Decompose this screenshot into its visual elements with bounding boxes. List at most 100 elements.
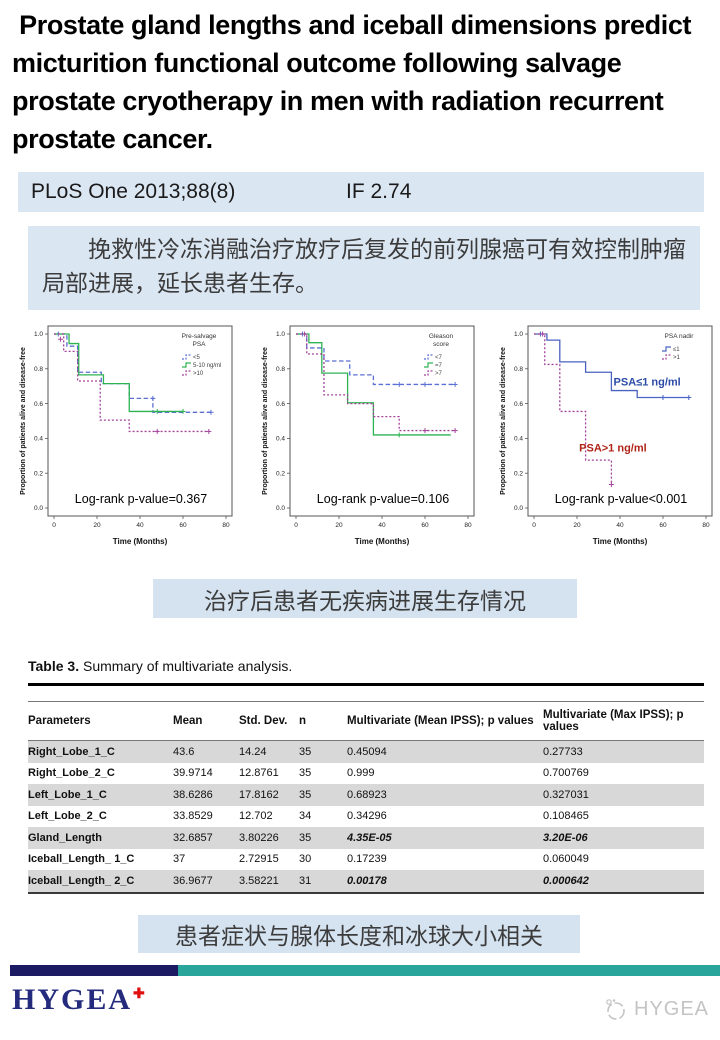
km-plot-presalvage-psa: 0.0 0.2 0.4 0.6 0.8 1.0 0 20 40 60 80 Proportion of…	[14, 320, 240, 560]
svg-text:PSA: PSA	[192, 341, 206, 348]
svg-text:0.2: 0.2	[276, 470, 285, 477]
cell-p-mean: 0.17239	[347, 853, 387, 866]
svg-text:40: 40	[378, 522, 386, 529]
svg-text:Pre-salvage: Pre-salvage	[182, 333, 217, 340]
svg-text:0.8: 0.8	[276, 366, 285, 373]
svg-text:0.6: 0.6	[276, 401, 285, 408]
table-title-prefix: Table 3.	[28, 658, 80, 674]
svg-text:0.4: 0.4	[276, 436, 285, 443]
paper-title: Prostate gland lengths and iceball dimen…	[12, 10, 699, 154]
svg-text:60: 60	[179, 522, 187, 529]
table-header-row: Parameters Mean Std. Dev. n Multivariate…	[28, 701, 704, 741]
svg-text:0: 0	[532, 522, 536, 529]
table-top-rule	[28, 683, 704, 686]
hygea-watermark-text: HYGEA	[634, 997, 710, 1020]
svg-text:≤1: ≤1	[673, 347, 680, 353]
col-multivariate-max-ipss: Multivariate (Max IPSS); p values	[543, 709, 684, 733]
svg-text:Log-rank p-value=0.106: Log-rank p-value=0.106	[317, 492, 449, 506]
svg-text:40: 40	[136, 522, 144, 529]
svg-text:1.0: 1.0	[34, 331, 43, 338]
cell-p-max: 0.060049	[543, 853, 589, 866]
cell-sd: 2.72915	[239, 853, 279, 866]
cell-p-max: 3.20E-06	[543, 831, 588, 844]
cell-p-mean: 0.999	[347, 767, 375, 780]
svg-text:<7: <7	[435, 355, 443, 361]
svg-text:>1: >1	[673, 355, 681, 361]
cell-p-mean: 0.00178	[347, 874, 387, 887]
svg-text:>7: >7	[435, 371, 443, 377]
svg-text:0.4: 0.4	[514, 436, 523, 443]
svg-text:0.4: 0.4	[34, 436, 43, 443]
svg-text:1.0: 1.0	[514, 331, 523, 338]
svg-text:20: 20	[335, 522, 343, 529]
table-title: Table 3. Summary of multivariate analysi…	[28, 658, 704, 674]
caption-correlation: 患者症状与腺体长度和冰球大小相关	[138, 915, 580, 953]
km-plot-psa-nadir: 0.0 0.2 0.4 0.6 0.8 1.0 0 20 40 60 80 Proportion of…	[494, 320, 720, 560]
km-chart-svg: 0.0 0.2 0.4 0.6 0.8 1.0 0 20 40 60 80 Proportion of…	[20, 325, 233, 546]
footer-navy-bar	[10, 965, 178, 976]
col-multivariate-mean-ipss: Multivariate (Mean IPSS); p values	[347, 715, 534, 727]
svg-text:Time (Months): Time (Months)	[593, 537, 648, 546]
hygea-watermark: HYGEA	[602, 996, 709, 1022]
cell-n: 30	[299, 853, 312, 866]
cell-p-mean: 4.35E-05	[347, 831, 392, 844]
cell-mean: 38.6286	[173, 788, 213, 801]
cell-mean: 32.6857	[173, 831, 213, 844]
cell-param: Left_Lobe_1_C	[28, 788, 107, 801]
svg-text:0.2: 0.2	[34, 470, 43, 477]
col-n: n	[299, 715, 307, 727]
svg-text:0.0: 0.0	[34, 505, 43, 512]
red-cross-icon: ✚	[133, 987, 145, 1002]
svg-text:Gleason: Gleason	[429, 333, 454, 340]
svg-text:PSA>1 ng/ml: PSA>1 ng/ml	[579, 442, 647, 454]
table-row: Right_Lobe_1_C 43.6 14.24 35 0.45094 0.27733	[28, 741, 704, 763]
col-std-dev: Std. Dev.	[239, 715, 288, 727]
table-row: Gland_Length 32.6857 3.80226 35 4.35E-05 3.20…	[28, 827, 704, 849]
col-parameters: Parameters	[28, 715, 91, 727]
caption-survival: 治疗后患者无疾病进展生存情况	[153, 579, 577, 618]
svg-text:Time (Months): Time (Months)	[113, 537, 168, 546]
svg-text:PSA≤1 ng/ml: PSA≤1 ng/ml	[614, 376, 681, 388]
cell-param: Left_Lobe_2_C	[28, 810, 107, 823]
svg-text:Proportion of patients alive a: Proportion of patients alive and disease…	[20, 347, 27, 495]
svg-text:0.8: 0.8	[34, 366, 43, 373]
svg-text:=7: =7	[435, 363, 443, 369]
journal-citation: PLoS One 2013;88(8)	[31, 180, 236, 203]
svg-text:60: 60	[659, 522, 667, 529]
km-chart-svg: 0.0 0.2 0.4 0.6 0.8 1.0 0 20 40 60 80 Proportion of…	[500, 325, 713, 546]
cell-mean: 39.9714	[173, 767, 213, 780]
table-row: Iceball_Length_ 1_C 37 2.72915 30 0.17239 0.0…	[28, 849, 704, 871]
cell-param: Right_Lobe_2_C	[28, 767, 115, 780]
svg-text:1.0: 1.0	[276, 331, 285, 338]
table-row: Left_Lobe_1_C 38.6286 17.8162 35 0.68923 0.32…	[28, 784, 704, 806]
svg-text:Log-rank p-value=0.367: Log-rank p-value=0.367	[75, 492, 207, 506]
cell-sd: 17.8162	[239, 788, 279, 801]
svg-text:Time (Months): Time (Months)	[355, 537, 410, 546]
svg-text:20: 20	[573, 522, 581, 529]
cell-p-max: 0.700769	[543, 767, 589, 780]
cell-p-mean: 0.34296	[347, 810, 387, 823]
hygea-logo: HYGEA✚	[12, 983, 145, 1017]
table-row: Left_Lobe_2_C 33.8529 12.702 34 0.34296 0.108…	[28, 806, 704, 828]
table-body: Right_Lobe_1_C 43.6 14.24 35 0.45094 0.27733 R…	[28, 741, 704, 894]
svg-text:<5: <5	[193, 355, 201, 361]
cell-p-max: 0.108465	[543, 810, 589, 823]
svg-text:0.6: 0.6	[34, 401, 43, 408]
cell-mean: 37	[173, 853, 186, 866]
svg-text:20: 20	[93, 522, 101, 529]
cell-n: 35	[299, 831, 312, 844]
svg-text:80: 80	[702, 522, 710, 529]
cell-p-mean: 0.45094	[347, 745, 387, 758]
col-mean: Mean	[173, 715, 203, 727]
cell-p-max: 0.27733	[543, 745, 583, 758]
cell-param: Iceball_Length_ 1_C	[28, 853, 135, 866]
svg-text:Proportion of patients alive a: Proportion of patients alive and disease…	[500, 347, 507, 495]
svg-text:PSA nadir: PSA nadir	[665, 333, 695, 340]
table-row: Right_Lobe_2_C 39.9714 12.8761 35 0.999 0.700…	[28, 763, 704, 785]
cell-param: Right_Lobe_1_C	[28, 745, 115, 758]
cell-sd: 3.58221	[239, 874, 279, 887]
cell-mean: 43.6	[173, 745, 195, 758]
svg-text:0.6: 0.6	[514, 401, 523, 408]
cell-n: 35	[299, 767, 312, 780]
